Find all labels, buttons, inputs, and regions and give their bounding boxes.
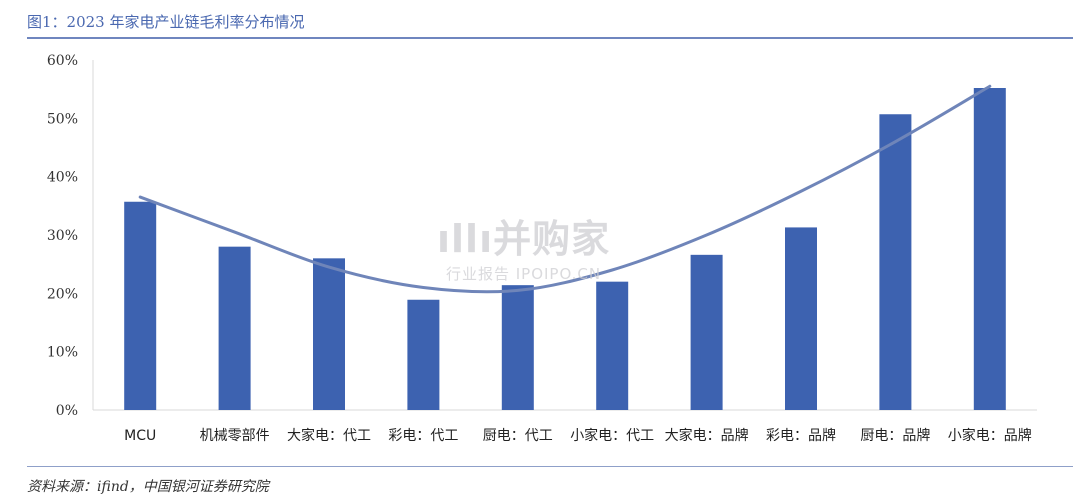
bar — [690, 254, 723, 410]
y-tick-label: 10% — [47, 345, 78, 361]
x-tick-label: 小家电：代工 — [570, 427, 654, 444]
y-tick-label: 20% — [47, 286, 78, 302]
title-divider — [27, 37, 1073, 39]
x-tick-label: 厨电：品牌 — [860, 427, 930, 444]
x-tick-label: 大家电：品牌 — [665, 427, 749, 444]
y-tick-label: 40% — [47, 170, 78, 186]
y-tick-label: 0% — [56, 403, 78, 419]
y-tick-label: 30% — [47, 228, 78, 244]
bar — [596, 281, 629, 410]
x-tick-label: 厨电：代工 — [483, 428, 553, 444]
footer-divider — [27, 466, 1073, 467]
y-tick-label: 50% — [47, 111, 78, 127]
x-tick-label: 大家电：代工 — [287, 427, 371, 444]
bar — [501, 285, 534, 410]
bar — [313, 258, 345, 410]
trend-line — [138, 84, 992, 294]
bar-chart: 0% 10% 20% 30% 40% 50% 60% MCU 机械零部件 大家电：代工 彩电：代工 厨… — [47, 53, 1037, 444]
x-tick-label: 彩电：品牌 — [766, 427, 836, 444]
chart-title: 图1：2023 年家电产业链毛利率分布情况 — [27, 13, 305, 31]
bar — [973, 88, 1006, 410]
x-tick-label: MCU — [124, 428, 156, 444]
source-note: 资料来源：ifind，中国银河证券研究院 — [27, 479, 269, 495]
bar — [124, 201, 157, 410]
bar — [407, 299, 440, 410]
bar — [879, 114, 912, 410]
bar — [785, 227, 817, 410]
x-tick-label: 小家电：品牌 — [948, 427, 1032, 444]
x-tick-label: 机械零部件 — [200, 428, 270, 444]
y-tick-label: 60% — [47, 53, 78, 69]
x-tick-label: 彩电：代工 — [388, 428, 458, 444]
bar — [218, 246, 251, 410]
